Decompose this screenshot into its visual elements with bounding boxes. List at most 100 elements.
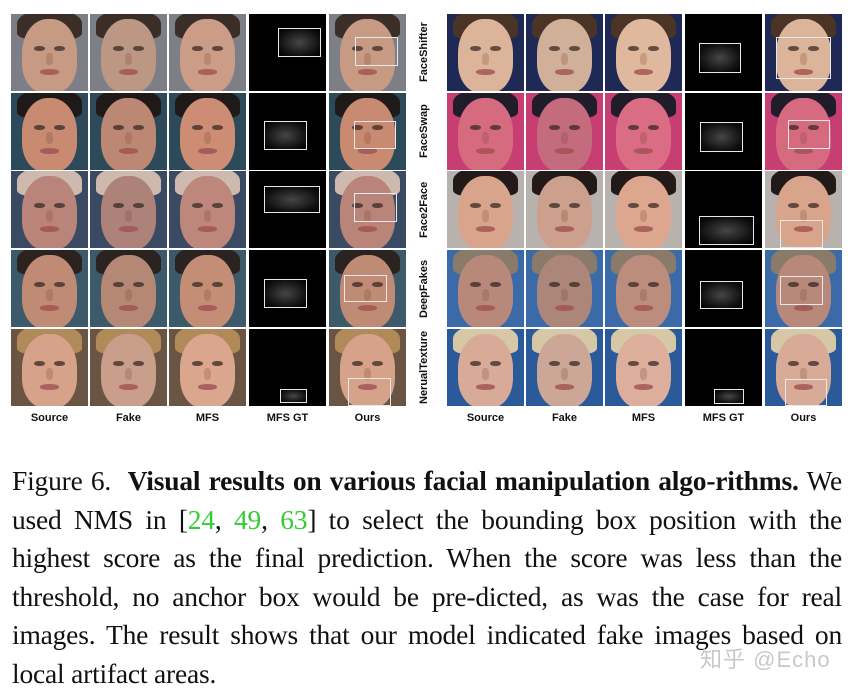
image-tile-nerualtexture-ours: [765, 329, 842, 406]
predicted-bounding-box: [780, 276, 823, 305]
image-tile-faceswap-fake: [90, 93, 167, 170]
image-tile-faceshifter-fake: [90, 14, 167, 91]
caption-label: Figure 6.: [12, 465, 112, 496]
gt-bounding-box: [264, 186, 320, 214]
gt-bounding-box: [714, 389, 744, 405]
image-tile-face2face-mfs: [605, 171, 682, 248]
face-image: [605, 329, 682, 406]
ground-truth-mask: [249, 93, 326, 170]
predicted-bounding-box: [775, 37, 832, 80]
watermark: 知乎 @Echo: [700, 647, 831, 672]
column-label-ours: Ours: [790, 412, 817, 424]
image-tile-face2face-source: [11, 171, 88, 248]
image-tile-faceshifter-fake: [526, 14, 603, 91]
caption-text-1: We used NMS in [: [12, 465, 842, 535]
gt-bounding-box: [700, 280, 743, 310]
image-tile-face2face-ours: [329, 171, 406, 248]
row-label-deepfakes: DeepFakes: [418, 259, 430, 318]
ground-truth-mask: [685, 250, 762, 327]
gt-bounding-box: [698, 43, 742, 73]
image-tile-faceswap-mfs-gt: [249, 93, 326, 170]
face-image: [11, 250, 88, 327]
image-tile-face2face-mfs-gt: [249, 171, 326, 248]
column-label-mfs: MFS: [631, 412, 656, 424]
face-image: [605, 14, 682, 91]
caption-text-2: ] to select the bounding box position wi…: [12, 503, 842, 689]
image-tile-faceswap-source: [447, 93, 524, 170]
gt-bounding-box: [278, 27, 321, 58]
face-image: [11, 329, 88, 406]
face-image: [526, 329, 603, 406]
ground-truth-mask: [685, 329, 762, 406]
row-label-face2face: Face2Face: [418, 181, 430, 238]
image-tile-faceshifter-ours: [329, 14, 406, 91]
image-tile-face2face-source: [447, 171, 524, 248]
ground-truth-mask: [249, 329, 326, 406]
face-image: [169, 329, 246, 406]
ground-truth-mask: [685, 14, 762, 91]
ground-truth-mask: [249, 250, 326, 327]
image-tile-faceswap-mfs-gt: [685, 93, 762, 170]
face-image: [447, 14, 524, 91]
row-label-faceshifter: FaceShifter: [418, 22, 430, 83]
face-image: [447, 93, 524, 170]
image-tile-nerualtexture-source: [11, 329, 88, 406]
image-tile-faceswap-ours: [765, 93, 842, 170]
gt-bounding-box: [700, 122, 743, 152]
image-tile-nerualtexture-fake: [90, 329, 167, 406]
image-tile-deepfakes-source: [11, 250, 88, 327]
image-tile-nerualtexture-mfs-gt: [249, 329, 326, 406]
ground-truth-mask: [249, 14, 326, 91]
image-tile-faceshifter-mfs-gt: [685, 14, 762, 91]
image-tile-nerualtexture-mfs-gt: [685, 329, 762, 406]
image-tile-nerualtexture-mfs: [605, 329, 682, 406]
image-tile-deepfakes-mfs-gt: [249, 250, 326, 327]
image-tile-deepfakes-mfs-gt: [685, 250, 762, 327]
image-tile-face2face-fake: [526, 171, 603, 248]
image-tile-faceswap-fake: [526, 93, 603, 170]
image-tile-nerualtexture-ours: [329, 329, 406, 406]
citation-link-2[interactable]: 49: [234, 503, 262, 535]
face-image: [90, 93, 167, 170]
column-label-source: Source: [30, 412, 69, 424]
image-tile-faceshifter-source: [447, 14, 524, 91]
image-tile-faceshifter-source: [11, 14, 88, 91]
face-image: [90, 250, 167, 327]
column-label-mfs-gt: MFS GT: [266, 412, 309, 424]
face-image: [765, 250, 842, 327]
face-image: [526, 250, 603, 327]
face-image: [605, 171, 682, 248]
caption-title: Visual results on various facial manipul…: [127, 465, 799, 496]
image-tile-face2face-ours: [765, 171, 842, 248]
image-tile-nerualtexture-fake: [526, 329, 603, 406]
face-image: [11, 171, 88, 248]
figure-caption: Figure 6. Visual results on various faci…: [12, 465, 842, 689]
predicted-bounding-box: [355, 37, 398, 67]
column-label-mfs-gt: MFS GT: [702, 412, 745, 424]
face-image: [526, 171, 603, 248]
predicted-bounding-box: [780, 220, 823, 248]
face-image: [11, 14, 88, 91]
image-tile-deepfakes-source: [447, 250, 524, 327]
face-image: [11, 93, 88, 170]
image-tile-deepfakes-ours: [329, 250, 406, 327]
column-label-fake: Fake: [551, 412, 578, 424]
face-image: [765, 93, 842, 170]
face-image: [329, 250, 406, 327]
citation-link-1[interactable]: 24: [187, 503, 215, 535]
face-image: [169, 250, 246, 327]
citation-link-3[interactable]: 63: [280, 503, 308, 535]
face-image: [90, 329, 167, 406]
image-tile-nerualtexture-source: [447, 329, 524, 406]
face-image: [329, 171, 406, 248]
gt-bounding-box: [264, 121, 307, 150]
face-image: [526, 14, 603, 91]
column-label-ours: Ours: [354, 412, 381, 424]
image-tile-faceshifter-mfs: [169, 14, 246, 91]
face-image: [765, 329, 842, 406]
image-tile-faceswap-mfs: [169, 93, 246, 170]
gt-bounding-box: [279, 389, 307, 403]
face-image: [447, 250, 524, 327]
face-image: [447, 171, 524, 248]
face-image: [90, 14, 167, 91]
